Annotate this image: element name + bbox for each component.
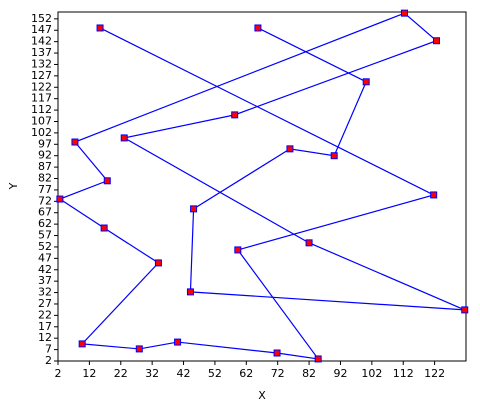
plot-frame [57,11,467,362]
y-tick-label: 122 [31,80,52,93]
x-tick-label: 72 [271,367,285,380]
point-marker [314,355,322,363]
point-marker [120,134,128,142]
x-tick-label: 12 [82,367,96,380]
point-marker [461,306,469,314]
y-tick-label: 87 [38,160,52,173]
point-marker [96,24,104,32]
y-tick-label: 132 [31,57,52,70]
point-marker [430,191,438,199]
point-marker [154,259,162,267]
point-marker [286,145,294,153]
y-axis-label: Y [7,182,20,190]
y-tick-label: 77 [38,183,52,196]
y-tick-label: 102 [31,126,52,139]
point-marker [190,205,198,213]
y-tick-label: 107 [31,114,52,127]
y-tick-label: 37 [38,274,52,287]
y-tick-label: 17 [38,320,52,333]
point-marker [135,345,143,353]
y-tick-label: 27 [38,297,52,310]
point-marker [234,246,242,254]
x-tick-label: 2 [55,367,62,380]
y-tick-label: 67 [38,206,52,219]
point-marker [432,37,440,45]
point-marker [400,9,408,17]
x-tick-label: 122 [424,367,445,380]
y-tick-label: 52 [38,240,52,253]
x-tick-label: 32 [145,367,159,380]
y-tick-label: 97 [38,137,52,150]
y-tick-label: 127 [31,69,52,82]
y-tick-label: 32 [38,286,52,299]
point-marker [174,338,182,346]
point-marker [362,78,370,86]
x-tick-label: 112 [393,367,414,380]
x-axis-label: X [258,389,266,402]
y-tick-label: 57 [38,229,52,242]
y-tick-label: 112 [31,103,52,116]
y-tick-label: 82 [38,172,52,185]
x-tick-label: 42 [177,367,191,380]
y-tick-label: 137 [31,46,52,59]
y-tick-label: 152 [31,12,52,25]
point-marker [305,239,313,247]
x-tick-label: 82 [302,367,316,380]
y-tick-label: 72 [38,194,52,207]
y-tick-label: 142 [31,35,52,48]
point-marker [78,340,86,348]
y-tick-label: 7 [45,343,52,356]
y-tick-label: 2 [45,354,52,367]
y-tick-label: 117 [31,92,52,105]
point-marker [100,224,108,232]
point-marker [103,177,111,185]
point-marker [231,111,239,119]
point-marker [186,288,194,296]
y-tick-label: 22 [38,308,52,321]
x-tick-label: 62 [239,367,253,380]
series-line [58,12,465,360]
point-marker [330,152,338,160]
x-tick-label: 22 [114,367,128,380]
y-tick-label: 92 [38,149,52,162]
point-marker [56,195,64,203]
point-marker [273,349,281,357]
x-tick-label: 52 [208,367,222,380]
point-marker [71,138,79,146]
y-tick-label: 12 [38,331,52,344]
y-tick-label: 42 [38,263,52,276]
point-marker [254,24,262,32]
y-tick-label: 62 [38,217,52,230]
y-tick-label: 147 [31,23,52,36]
y-tick-label: 47 [38,251,52,264]
x-tick-label: 102 [361,367,382,380]
x-tick-label: 92 [333,367,347,380]
